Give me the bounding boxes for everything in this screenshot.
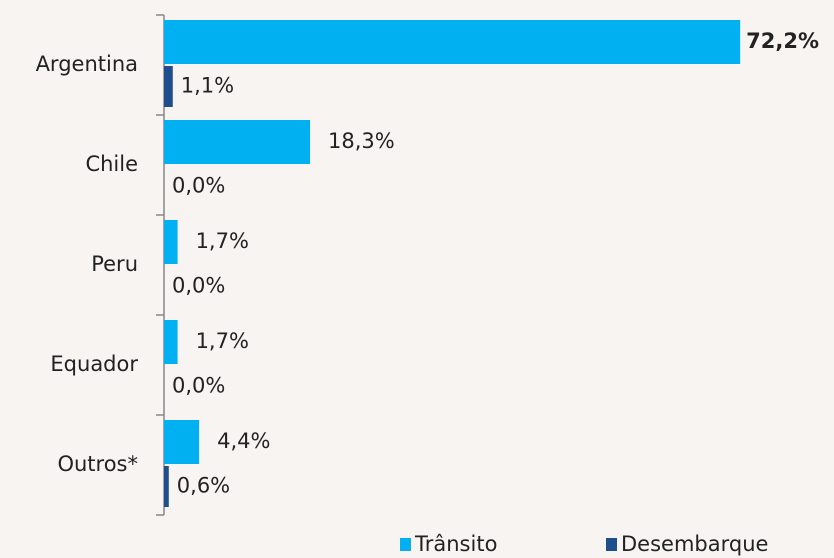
legend-swatch [400, 538, 411, 551]
value-label: 1,7% [196, 229, 249, 253]
category-label: Chile [85, 152, 138, 176]
value-label: 0,0% [172, 374, 225, 398]
bar [164, 320, 178, 364]
value-label: 4,4% [217, 429, 270, 453]
bar [164, 420, 200, 464]
category-label: Equador [50, 352, 138, 376]
value-label: 0,6% [177, 474, 230, 498]
bar [164, 220, 178, 264]
bar [164, 466, 169, 507]
category-label: Argentina [36, 52, 138, 76]
legend-label: Desembarque [621, 532, 768, 556]
value-label: 0,0% [172, 174, 225, 198]
value-label: 1,7% [196, 329, 249, 353]
category-label: Peru [91, 252, 138, 276]
value-label: 72,2% [746, 29, 819, 53]
legend-label: Trânsito [414, 532, 497, 556]
legend-swatch [606, 538, 617, 551]
value-label: 18,3% [328, 129, 395, 153]
category-label: Outros* [57, 452, 138, 476]
bar [164, 66, 173, 107]
bar [164, 20, 741, 64]
value-label: 0,0% [172, 274, 225, 298]
value-label: 1,1% [181, 74, 234, 98]
bar [164, 120, 311, 164]
